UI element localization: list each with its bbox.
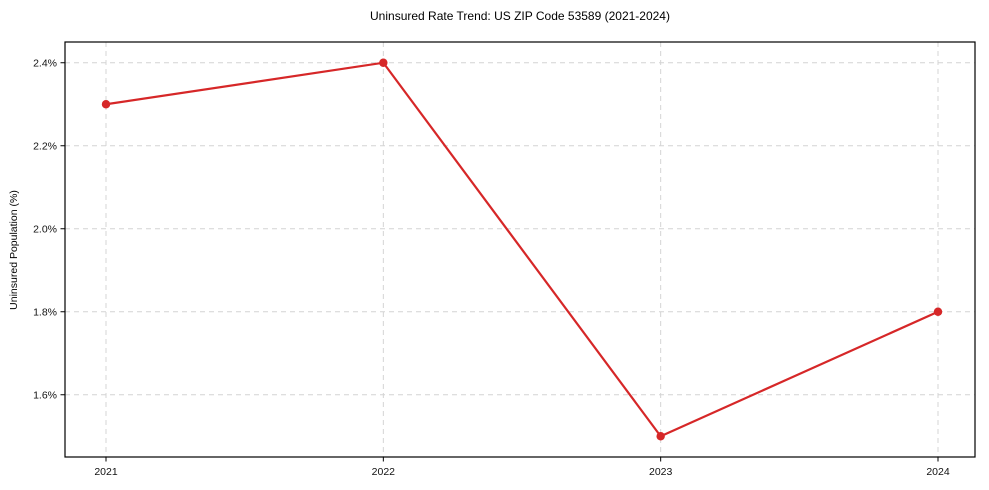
y-tick-label: 1.6% <box>33 389 57 401</box>
y-tick-label: 1.8% <box>33 306 57 318</box>
data-point <box>933 307 943 316</box>
x-tick-label: 2024 <box>926 466 950 478</box>
y-tick-label: 2.4% <box>33 57 57 69</box>
data-point <box>101 100 111 109</box>
chart-title: Uninsured Rate Trend: US ZIP Code 53589 … <box>370 9 670 23</box>
data-point <box>656 432 665 441</box>
plot-background <box>65 42 975 457</box>
data-point <box>379 58 388 67</box>
x-tick-label: 2022 <box>372 466 396 478</box>
y-tick-label: 2.0% <box>33 223 57 235</box>
y-tick-label: 2.2% <box>33 140 57 152</box>
y-axis-label: Uninsured Population (%) <box>8 190 20 310</box>
x-tick-label: 2021 <box>94 466 118 478</box>
plot-border <box>64 41 976 458</box>
trend-line <box>104 61 940 438</box>
x-tick-label: 2023 <box>649 466 673 478</box>
